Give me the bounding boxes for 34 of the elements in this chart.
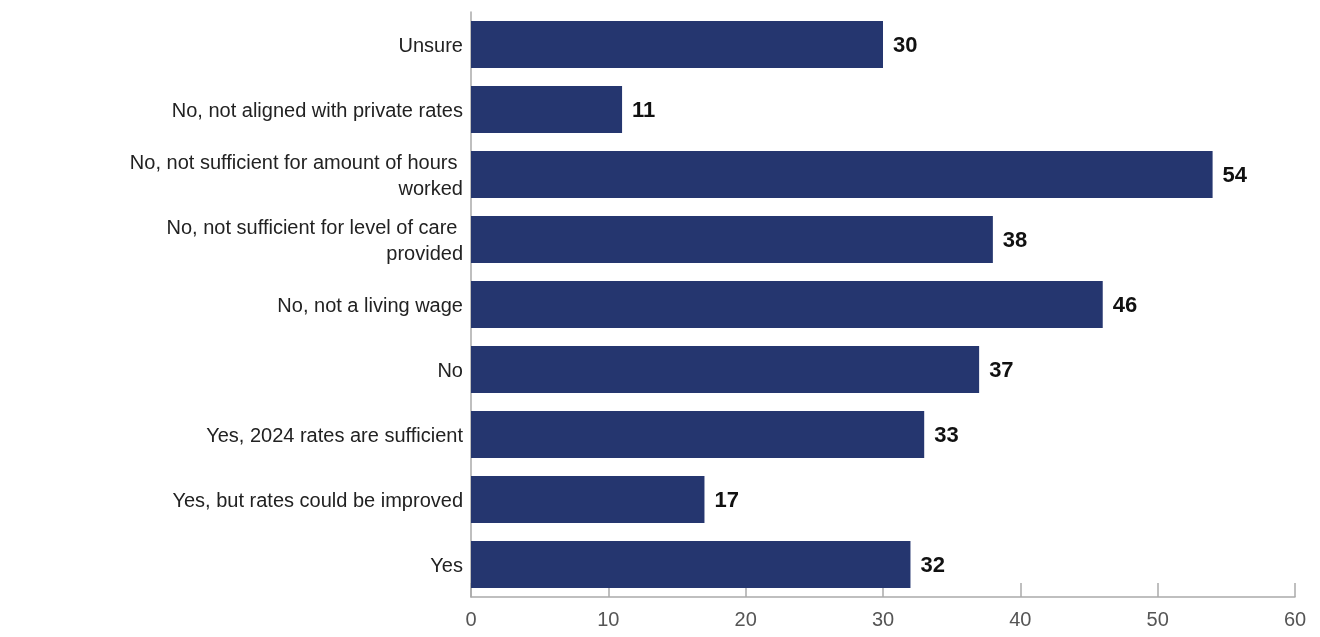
- data-label: 37: [989, 357, 1014, 382]
- bar: [471, 541, 911, 588]
- y-tick-label: No, not sufficient for amount of hours worked: [129, 150, 463, 199]
- bar: [471, 151, 1213, 198]
- x-tick-label: 50: [1146, 608, 1169, 630]
- data-label: 30: [893, 32, 918, 57]
- bar: [471, 346, 980, 393]
- y-tick-label: Yes, but rates could be improved: [172, 488, 463, 511]
- y-tick-label: No, not sufficient for level of care provided: [166, 215, 463, 264]
- bar: [471, 21, 883, 68]
- data-label: 46: [1112, 292, 1138, 317]
- x-tick-label: 30: [871, 608, 895, 630]
- y-tick-label: Yes: [430, 553, 463, 576]
- y-tick-label: No, not aligned with private rates: [171, 98, 463, 121]
- x-tick-label: 40: [1009, 608, 1032, 630]
- data-label: 11: [632, 97, 656, 122]
- y-tick-label: No: [437, 358, 463, 381]
- data-label: 17: [714, 487, 739, 512]
- bar: [471, 476, 705, 523]
- data-label: 54: [1222, 162, 1248, 187]
- x-tick-label: 0: [465, 608, 477, 630]
- y-tick-label: Unsure: [398, 33, 463, 56]
- data-label: 33: [934, 422, 959, 447]
- x-tick-label: 10: [597, 608, 620, 630]
- bar: [471, 411, 925, 458]
- bar: [471, 216, 993, 263]
- bar: [471, 281, 1103, 328]
- data-label: 38: [1002, 227, 1028, 252]
- x-tick-label: 60: [1283, 608, 1307, 630]
- y-tick-label: No, not a living wage: [277, 293, 463, 316]
- bar: [471, 86, 623, 133]
- x-tick-label: 20: [734, 608, 757, 630]
- y-tick-label: Yes, 2024 rates are sufficient: [206, 423, 464, 446]
- data-label: 32: [920, 552, 945, 577]
